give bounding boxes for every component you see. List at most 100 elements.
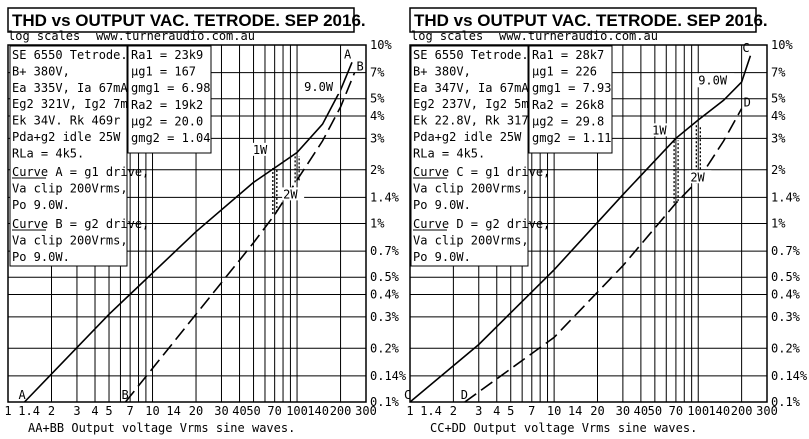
x-tick-label: 5 (507, 404, 514, 418)
plot-frame (7, 44, 367, 403)
x-tick-label: 140 (307, 404, 329, 418)
x-tick-label: 70 (669, 404, 683, 418)
x-tick-label: 40 (634, 404, 648, 418)
info-line: Ea 347V, Ia 67mA (413, 81, 529, 95)
curve-note-line: Po 9.0W. (12, 250, 70, 264)
values-line: gmg1 = 6.98 (131, 81, 210, 95)
y-tick-label: 1.4% (771, 190, 801, 204)
values-box (127, 45, 212, 154)
marker-label-2w: 2W (283, 187, 298, 201)
label-bg (696, 73, 735, 88)
values-line: µg2 = 20.0 (131, 114, 203, 128)
series-start-label-d: D (461, 388, 468, 402)
chart-title: THD vs OUTPUT VAC. TETRODE. SEP 2016. (414, 11, 768, 30)
marker-label-bg (651, 123, 674, 137)
curve-note-line: Curve B = g2 drive, (12, 217, 149, 231)
label-bg (302, 79, 341, 94)
series-line-c (409, 55, 752, 403)
y-tick-label: 2% (370, 163, 385, 177)
curve-note-line: Va clip 200Vrms, (12, 233, 128, 247)
website-label: www.turneraudio.com.au (96, 29, 255, 43)
y-tick-label: 4% (771, 109, 786, 123)
marker-label-bg (689, 170, 712, 184)
values-line: Ra2 = 19k2 (131, 98, 203, 112)
curve-note-line: Po 9.0W. (413, 198, 471, 212)
series-start-label-b: B (121, 388, 128, 402)
x-tick-label: 1.4 (18, 404, 40, 418)
marker-label-1w: 1W (253, 143, 268, 157)
info-line: RLa = 4k5. (12, 146, 84, 160)
x-tick-label: 2 (450, 404, 457, 418)
y-tick-label: 5% (370, 92, 385, 106)
series-start-label-c: C (404, 388, 411, 402)
values-line: gmg2 = 1.11 (532, 131, 611, 145)
curve-note-line: Po 9.0W. (413, 250, 471, 264)
y-tick-label: 2% (771, 163, 786, 177)
plot-frame (409, 44, 768, 403)
info-line: Ek 34V. Rk 469r (12, 114, 120, 128)
y-tick-label: 0.5% (370, 270, 400, 284)
y-tick-label: 0.14% (771, 369, 808, 383)
x-tick-label: 3 (475, 404, 482, 418)
y-tick-label: 4% (370, 109, 385, 123)
series-start-label-a: A (18, 388, 26, 402)
x-tick-label: 14 (568, 404, 582, 418)
info-line: Eg2 321V, Ig2 7mA (12, 97, 136, 111)
info-line: B+ 380V, (413, 64, 471, 78)
info-line: B+ 380V, (12, 64, 70, 78)
x-tick-label: 30 (616, 404, 630, 418)
y-tick-label: 10% (370, 38, 392, 52)
x-tick-label: 10 (145, 404, 159, 418)
y-tick-label: 3% (370, 131, 385, 145)
x-tick-label: 1.4 (420, 404, 442, 418)
x-tick-label: 14 (166, 404, 180, 418)
info-box (410, 45, 529, 267)
marker-label-bg (282, 187, 305, 201)
x-tick-label: 10 (547, 404, 561, 418)
x-tick-label: 140 (708, 404, 730, 418)
x-axis-label: CC+DD Output voltage Vrms sine waves. (430, 421, 697, 435)
x-tick-label: 70 (267, 404, 281, 418)
x-tick-label: 7 (528, 404, 535, 418)
y-tick-label: 0.1% (370, 395, 400, 409)
series-label-b: B (357, 60, 364, 74)
series-line-d (464, 108, 743, 403)
y-tick-label: 0.7% (370, 244, 400, 258)
y-tick-label: 0.1% (771, 395, 801, 409)
x-tick-label: 30 (214, 404, 228, 418)
chart-panel-2: C C D D 1W 2W 9.0W SE 6550 Tetrode. B+ 380V, Ea 3… (404, 7, 808, 435)
x-tick-label: 300 (756, 404, 778, 418)
values-line: µg2 = 29.8 (532, 114, 604, 128)
values-line: Ra1 = 23k9 (131, 48, 203, 62)
values-line: Ra2 = 26k8 (532, 98, 604, 112)
title-box (7, 7, 355, 33)
x-tick-label: 40 (232, 404, 246, 418)
info-line: Ek 22.8V, Rk 317r (413, 114, 536, 128)
y-tick-label: 0.3% (771, 310, 801, 324)
curve-note-line: Va clip 200Vrms, (12, 181, 128, 195)
x-tick-label: 1 (406, 404, 413, 418)
series-label-d: D (744, 96, 751, 110)
x-tick-label: 200 (330, 404, 352, 418)
values-line: gmg1 = 7.93 (532, 81, 611, 95)
x-tick-label: 4 (493, 404, 500, 418)
values-line: Ra1 = 28k7 (532, 48, 604, 62)
info-line: SE 6550 Tetrode. (413, 48, 529, 62)
x-tick-label: 300 (355, 404, 377, 418)
x-tick-label: 100 (687, 404, 709, 418)
y-tick-label: 0.5% (771, 270, 801, 284)
scale-note: log scales (8, 29, 80, 43)
x-tick-label: 20 (189, 404, 203, 418)
series-line-a (23, 61, 353, 403)
marker-label-2w: 2W (690, 170, 705, 184)
y-tick-label: 0.14% (370, 369, 407, 383)
y-tick-label: 7% (370, 66, 385, 80)
y-tick-label: 0.4% (771, 288, 801, 302)
series-label-a: A (344, 47, 352, 61)
scale-note: log scales (411, 29, 483, 43)
info-line: RLa = 4k5. (413, 146, 485, 160)
curve-note-line: Curve C = g1 drive, (413, 165, 550, 179)
values-box (528, 45, 613, 154)
